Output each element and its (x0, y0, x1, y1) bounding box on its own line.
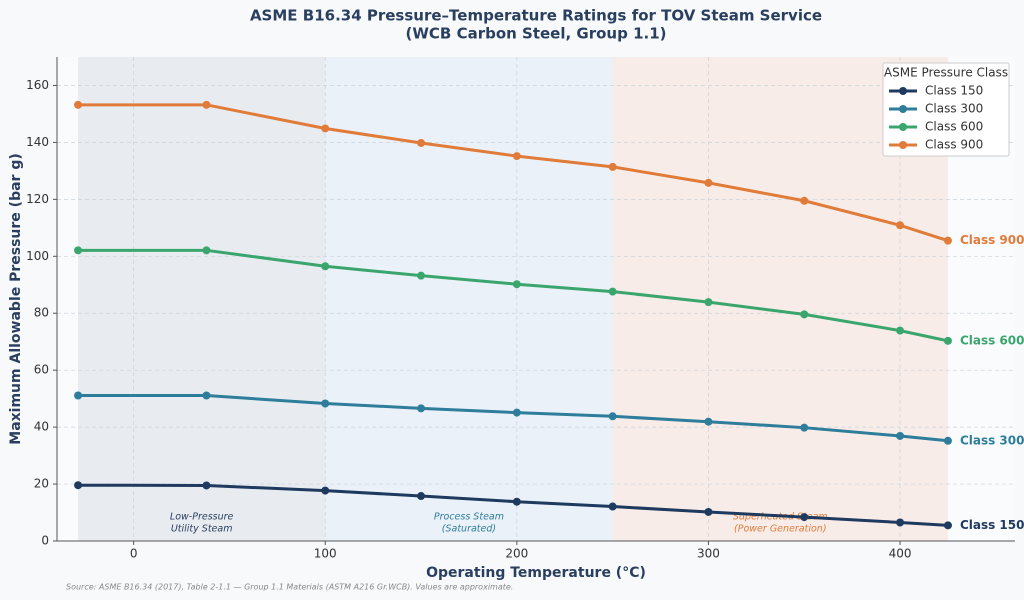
data-point (704, 178, 713, 187)
source-note: Source: ASME B16.34 (2017), Table 2-1.1 … (66, 583, 513, 592)
data-point (417, 138, 426, 147)
data-point (417, 271, 426, 280)
legend-box (882, 62, 1010, 157)
chart-subtitle: (WCB Carbon Steel, Group 1.1) (406, 25, 667, 43)
legend-title: ASME Pressure Class (884, 66, 1008, 80)
y-tick-label: 0 (41, 534, 49, 548)
y-tick-label: 120 (26, 192, 49, 206)
y-tick-label: 160 (26, 78, 49, 92)
x-axis-label: Operating Temperature (°C) (426, 565, 646, 581)
data-point (417, 492, 426, 501)
data-point (800, 310, 809, 319)
series-line (78, 248, 949, 343)
x-tick-label: 300 (697, 547, 720, 561)
data-point (608, 287, 617, 296)
data-point (321, 262, 330, 271)
data-point (512, 280, 521, 289)
data-point (202, 100, 211, 109)
series-line (78, 483, 949, 527)
end-label: Class 900 (960, 233, 1024, 247)
legend-marker (899, 87, 907, 95)
data-point (321, 486, 330, 495)
data-point (608, 412, 617, 421)
data-point (896, 431, 905, 440)
data-point (321, 124, 330, 133)
y-tick-label: 140 (26, 135, 49, 149)
region-label: Low-Pressure (170, 512, 234, 523)
y-tick-label: 100 (26, 249, 49, 263)
legend-marker (899, 105, 907, 113)
x-tick-label: 0 (130, 547, 138, 561)
x-tick-label: 200 (505, 547, 528, 561)
region-label: Process Steam (434, 512, 504, 523)
data-point (704, 417, 713, 426)
data-point (943, 236, 952, 245)
data-point (943, 436, 952, 445)
data-point (800, 423, 809, 432)
data-point (74, 391, 83, 400)
data-point (943, 521, 952, 530)
data-point (74, 481, 83, 490)
legend-label: Class 900 (925, 138, 983, 152)
region (78, 57, 326, 541)
data-point (800, 196, 809, 205)
region-label: Utility Steam (171, 524, 233, 535)
end-label: Class 600 (960, 333, 1024, 347)
y-axis-label: Maximum Allowable Pressure (bar g) (8, 153, 24, 444)
data-point (608, 162, 617, 171)
data-point (943, 336, 952, 345)
data-point (800, 513, 809, 522)
end-label: Class 150 (960, 518, 1024, 532)
data-point (321, 399, 330, 408)
data-point (608, 502, 617, 511)
legend-label: Class 300 (925, 102, 983, 116)
data-point (704, 507, 713, 516)
y-tick-label: 20 (34, 477, 49, 491)
data-point (202, 391, 211, 400)
chart-title: ASME B16.34 Pressure–Temperature Ratings… (250, 7, 822, 25)
data-point (896, 518, 905, 527)
data-point (512, 408, 521, 417)
data-point (74, 246, 83, 255)
series-line (78, 103, 949, 243)
data-point (896, 326, 905, 335)
legend-marker (899, 123, 907, 131)
data-point (202, 246, 211, 255)
y-tick-label: 60 (34, 363, 49, 377)
data-point (74, 100, 83, 109)
y-tick-label: 80 (34, 306, 49, 320)
legend-marker (899, 141, 907, 149)
end-label: Class 300 (960, 433, 1024, 447)
series-line (78, 394, 949, 443)
data-point (512, 497, 521, 506)
data-point (202, 481, 211, 490)
y-tick-label: 40 (34, 420, 49, 434)
data-point (896, 221, 905, 230)
data-point (417, 404, 426, 413)
region (325, 57, 613, 541)
x-tick-label: 400 (889, 547, 912, 561)
x-tick-label: 100 (314, 547, 337, 561)
data-point (704, 298, 713, 307)
data-point (512, 152, 521, 161)
legend-label: Class 150 (925, 84, 983, 98)
region-label: (Saturated) (442, 524, 496, 535)
region-label: (Power Generation) (734, 524, 827, 535)
legend-label: Class 600 (925, 120, 983, 134)
